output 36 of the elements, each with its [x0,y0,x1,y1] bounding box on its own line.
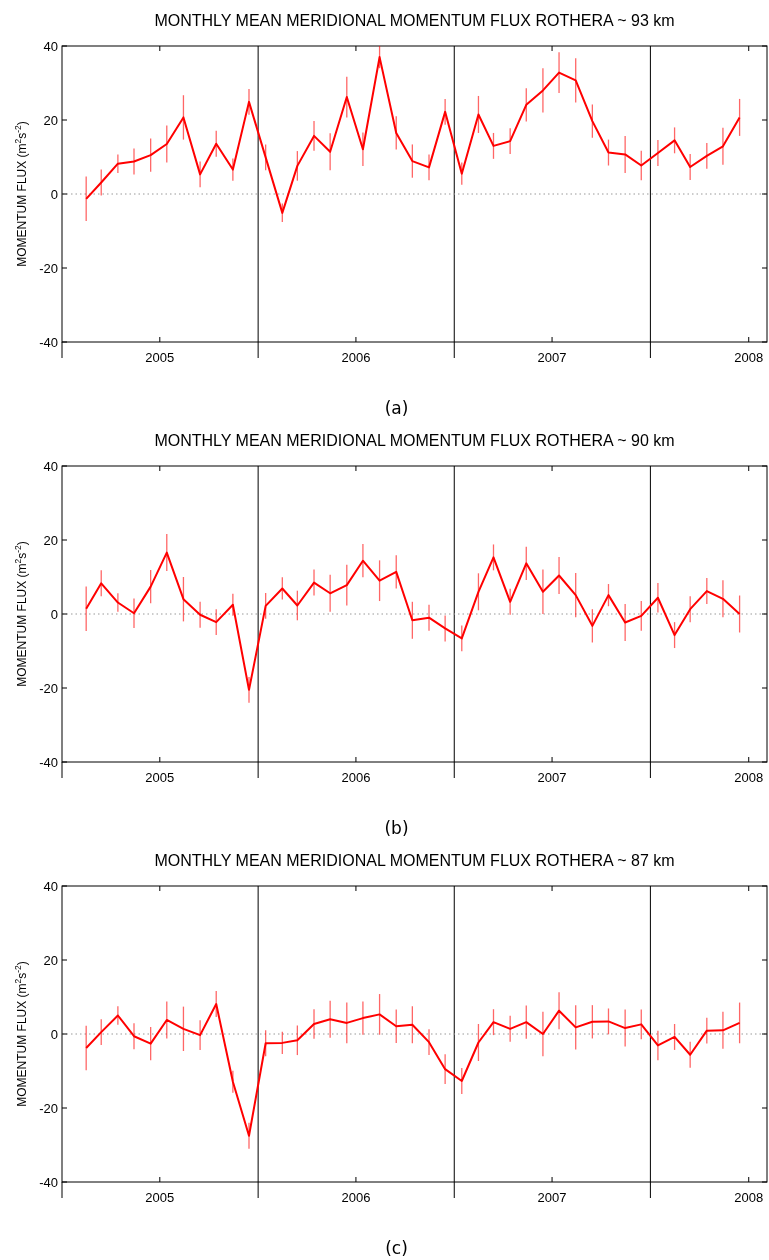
text: (b) [384,818,409,838]
y-tick-label: 40 [43,38,58,54]
x-tick-label: 2006 [341,770,371,785]
x-tick-label: 2005 [145,1190,175,1205]
x-tick-label: 2008 [734,350,764,365]
line-series [85,551,741,691]
text: (a) [384,398,409,418]
y-tick-label: 40 [43,458,58,474]
y-tick-label: -40 [39,334,58,350]
y-tick-label: 0 [50,186,58,202]
chart-title: MONTHLY MEAN MERIDIONAL MOMENTUM FLUX ROTHERA ~ 93 km [154,12,675,29]
chart-title: MONTHLY MEAN MERIDIONAL MOMENTUM FLUX ROTHERA ~ 90 km [154,432,675,449]
chart-title: MONTHLY MEAN MERIDIONAL MOMENTUM FLUX ROTHERA ~ 87 km [154,852,675,869]
y-tick-label: 20 [43,532,58,548]
y-tick-label: 0 [50,606,58,622]
line-series [85,1003,741,1137]
x-tick-label: 2006 [341,1190,371,1205]
y-tick-label: 20 [43,112,58,128]
x-tick-label: 2005 [145,350,175,365]
y-tick-label: 40 [43,878,58,894]
x-tick-label: 2005 [145,770,175,785]
y-tick-label: 0 [50,1026,58,1042]
x-tick-label: 2008 [734,1190,764,1205]
x-tick-label: 2007 [537,770,567,785]
line-series [85,56,741,214]
x-tick-label: 2008 [734,770,764,785]
y-tick-label: -20 [39,680,58,696]
x-tick-label: 2007 [537,1190,567,1205]
x-tick-label: 2006 [341,350,371,365]
y-tick-label: 20 [43,952,58,968]
y-tick-label: -20 [39,260,58,276]
y-tick-label: -40 [39,754,58,770]
y-tick-label: -20 [39,1100,58,1116]
x-tick-label: 2007 [537,350,567,365]
text: (c) [385,1238,408,1258]
y-tick-label: -40 [39,1174,58,1190]
